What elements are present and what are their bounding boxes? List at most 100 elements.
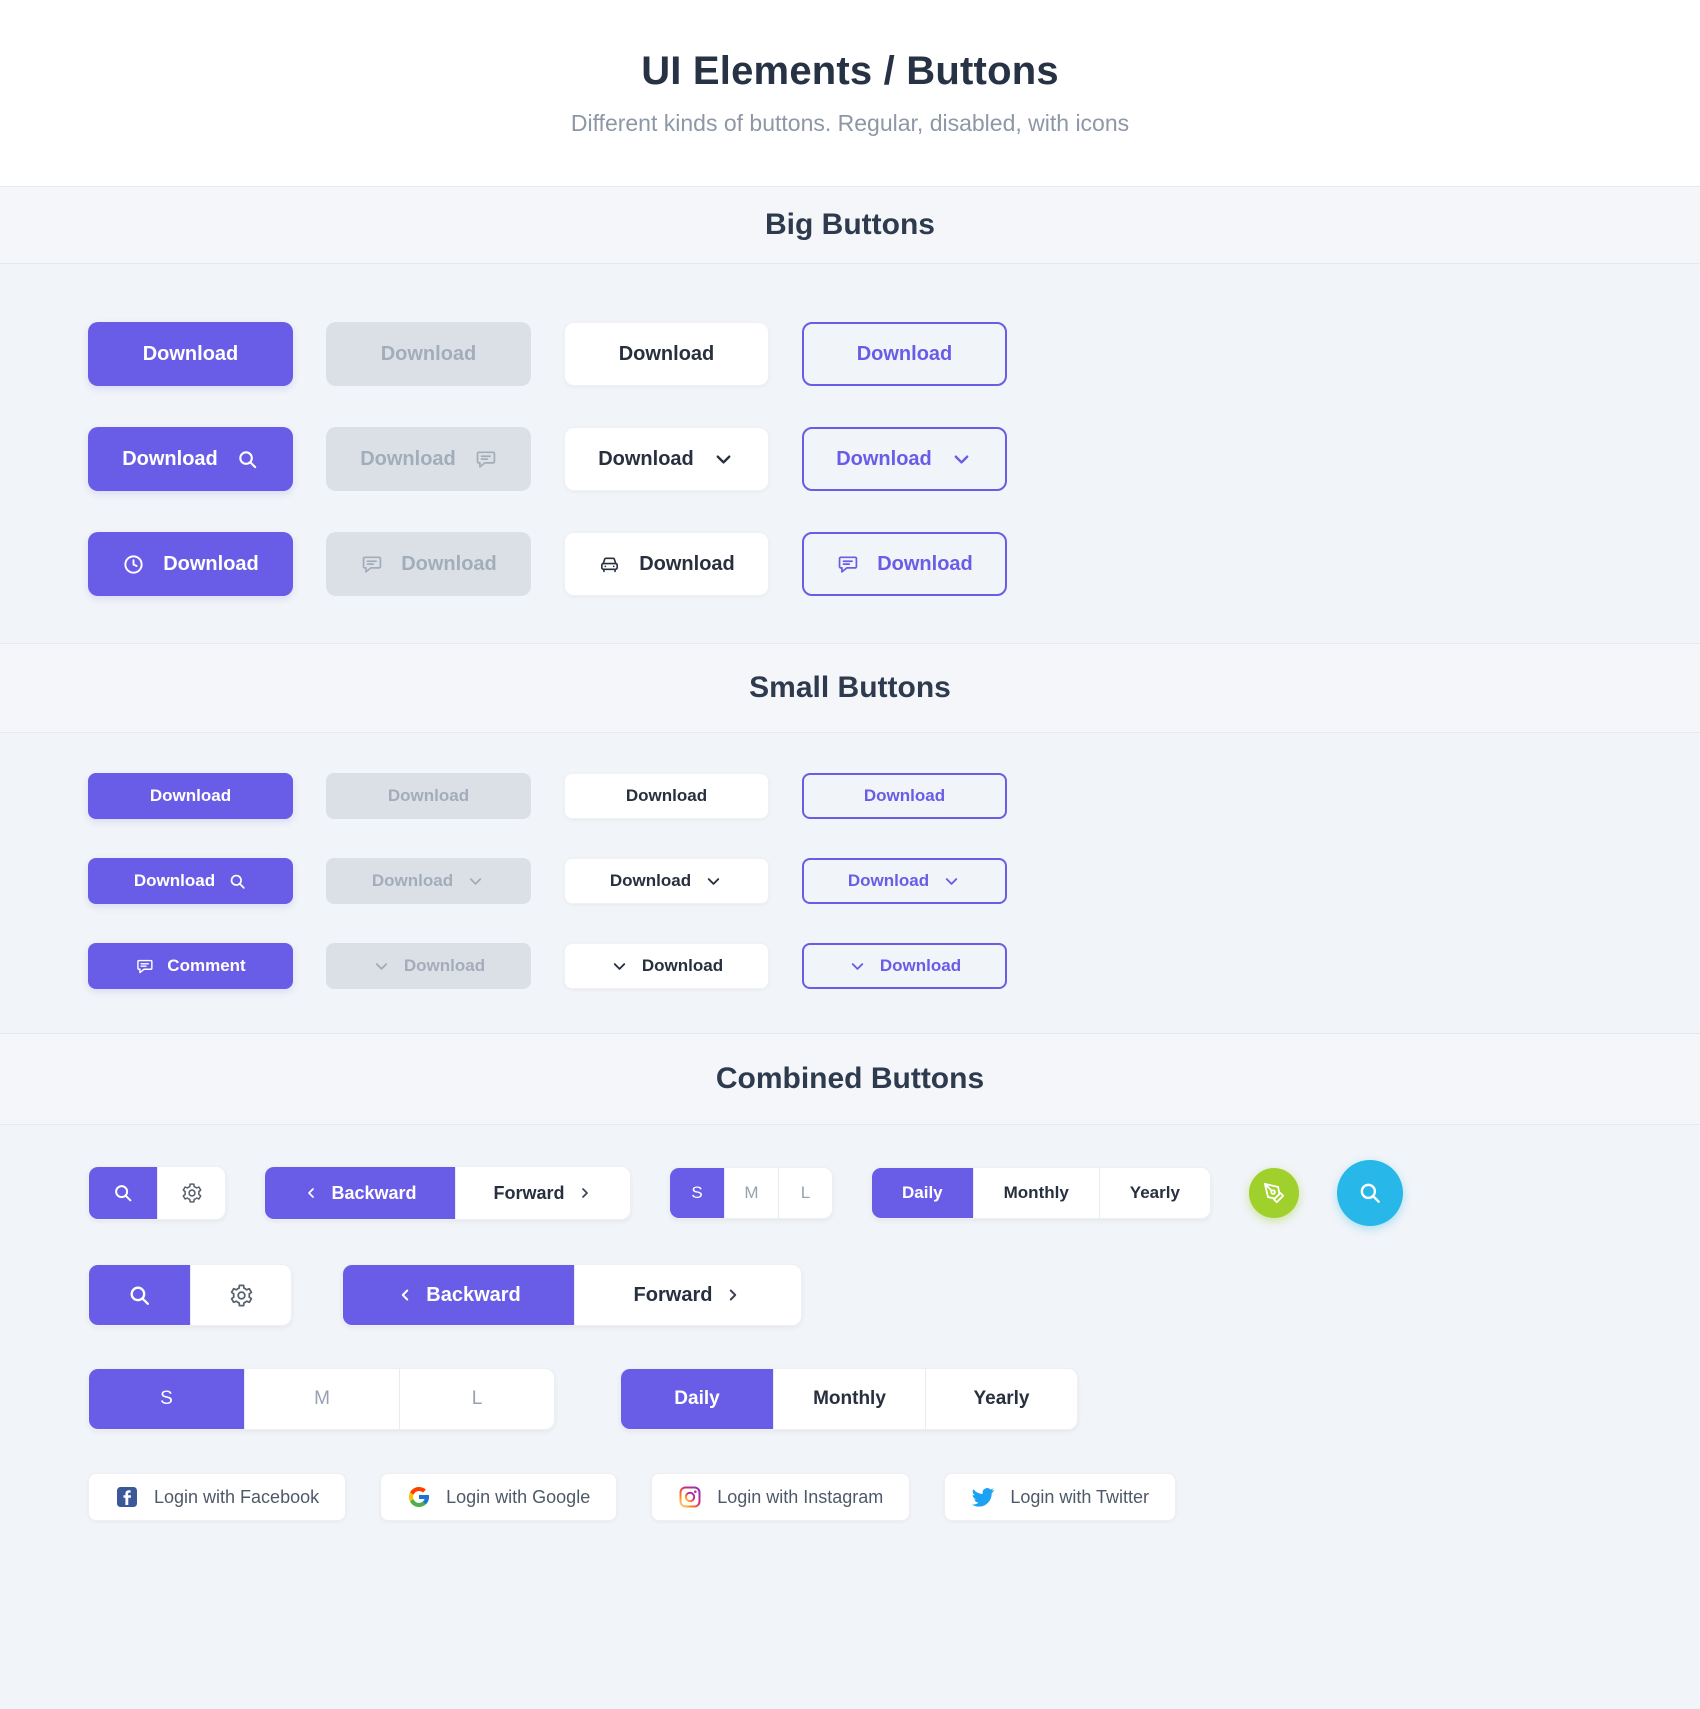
size-l-button[interactable]: L [399,1369,554,1429]
button-label: Backward [426,1283,521,1306]
button-label: Download [122,447,218,470]
monthly-button[interactable]: Monthly [773,1369,925,1429]
small-buttons-title: Small Buttons [749,671,951,704]
search-icon [1357,1180,1383,1206]
big-buttons-row-1: Download Download Download Download [88,322,1700,386]
size-m-button[interactable]: M [724,1168,778,1218]
search-icon [228,872,247,891]
button-label: Download [142,342,239,365]
download-button-disabled-chat-left-big[interactable]: Download [326,532,531,596]
download-dropdown-white-small[interactable]: Download [564,858,769,904]
download-dropdown-left-outline-small[interactable]: Download [802,943,1007,989]
segment-label: S [691,1183,703,1202]
button-label: Download [598,447,694,470]
daily-button[interactable]: Daily [621,1369,773,1429]
daily-button[interactable]: Daily [872,1168,973,1218]
download-button-primary-big[interactable]: Download [88,322,293,386]
button-label: Download [639,552,735,575]
settings-segment-button[interactable] [190,1265,291,1325]
login-facebook-button[interactable]: Login with Facebook [88,1473,347,1521]
yearly-button[interactable]: Yearly [1098,1168,1210,1218]
search-round-button[interactable] [1336,1160,1403,1226]
download-button-primary-search-small[interactable]: Download [88,858,293,904]
forward-button[interactable]: Forward [574,1265,801,1325]
download-button-outline-chat-big[interactable]: Download [802,532,1007,596]
button-label: Download [371,871,454,890]
search-icon [112,1182,134,1204]
combined-row-4: Login with Facebook Login with Google Lo… [88,1473,1700,1521]
size-segmented-control-small: S M L [669,1167,833,1219]
button-label: Login with Facebook [154,1486,320,1507]
button-label: Download [133,871,216,890]
download-button-outline-small[interactable]: Download [802,773,1007,819]
search-icon [236,448,259,471]
segment-label: Yearly [973,1388,1030,1409]
download-button-outline-big[interactable]: Download [802,322,1007,386]
small-buttons-section: Download Download Download Download Down… [0,733,1700,1034]
backward-button[interactable]: Backward [265,1167,455,1219]
download-button-white-car-big[interactable]: Download [564,532,769,596]
size-s-button[interactable]: S [89,1369,244,1429]
login-twitter-button[interactable]: Login with Twitter [944,1473,1177,1521]
small-buttons-row-3: Comment Download Download Download [88,943,1700,989]
button-label: Download [879,956,962,975]
download-dropdown-white-big[interactable]: Download [564,427,769,491]
segment-label: Daily [674,1388,720,1409]
chevron-left-icon [303,1185,319,1201]
chat-icon [360,553,383,576]
segment-label: L [471,1388,483,1409]
segment-label: M [744,1183,759,1202]
download-dropdown-disabled-small[interactable]: Download [326,858,531,904]
size-s-button[interactable]: S [670,1168,724,1218]
download-button-primary-search-big[interactable]: Download [88,427,293,491]
button-label: Download [625,786,708,805]
backward-button[interactable]: Backward [343,1265,574,1325]
chevron-down-icon [942,872,961,891]
download-dropdown-left-white-small[interactable]: Download [564,943,769,989]
button-label: Download [609,871,692,890]
segment-label: Monthly [1003,1183,1069,1202]
button-label: Download [403,956,486,975]
button-label: Download [401,552,497,575]
download-dropdown-outline-small[interactable]: Download [802,858,1007,904]
button-label: Download [641,956,724,975]
download-button-primary-small[interactable]: Download [88,773,293,819]
download-dropdown-left-disabled-small[interactable]: Download [326,943,531,989]
yearly-button[interactable]: Yearly [925,1369,1077,1429]
combined-buttons-band: Combined Buttons [0,1034,1700,1125]
button-label: Login with Twitter [1010,1486,1150,1507]
button-label: Forward [493,1182,565,1203]
login-google-button[interactable]: Login with Google [380,1473,618,1521]
combined-buttons-section: Backward Forward S M L [0,1125,1700,1521]
size-l-button[interactable]: L [778,1168,832,1218]
combined-row-3: S M L Daily Monthly Yearly [88,1368,1700,1430]
combined-row-1: Backward Forward S M L [88,1160,1700,1226]
chevron-down-icon [466,872,485,891]
segment-label: L [800,1183,811,1202]
size-m-button[interactable]: M [244,1369,399,1429]
monthly-button[interactable]: Monthly [972,1168,1099,1218]
search-segment-button[interactable] [89,1265,190,1325]
segment-label: Yearly [1129,1183,1180,1202]
settings-segment-button[interactable] [157,1167,225,1219]
pen-tool-round-button[interactable] [1248,1168,1299,1218]
download-button-disabled-big[interactable]: Download [326,322,531,386]
download-button-disabled-chat-big[interactable]: Download [326,427,531,491]
instagram-icon [678,1485,702,1509]
comment-button-primary-small[interactable]: Comment [88,943,293,989]
download-button-primary-clock-big[interactable]: Download [88,532,293,596]
forward-button[interactable]: Forward [455,1167,630,1219]
download-button-disabled-small[interactable]: Download [326,773,531,819]
download-dropdown-outline-big[interactable]: Download [802,427,1007,491]
button-label: Login with Google [446,1486,591,1507]
login-instagram-button[interactable]: Login with Instagram [651,1473,911,1521]
chat-icon [474,448,497,471]
download-button-white-small[interactable]: Download [564,773,769,819]
combined-buttons-title: Combined Buttons [715,1062,985,1095]
search-segment-button[interactable] [89,1167,157,1219]
search-icon [127,1283,152,1308]
backward-forward-nav-large: Backward Forward [342,1264,802,1326]
download-button-white-big[interactable]: Download [564,322,769,386]
button-label: Backward [331,1182,417,1203]
